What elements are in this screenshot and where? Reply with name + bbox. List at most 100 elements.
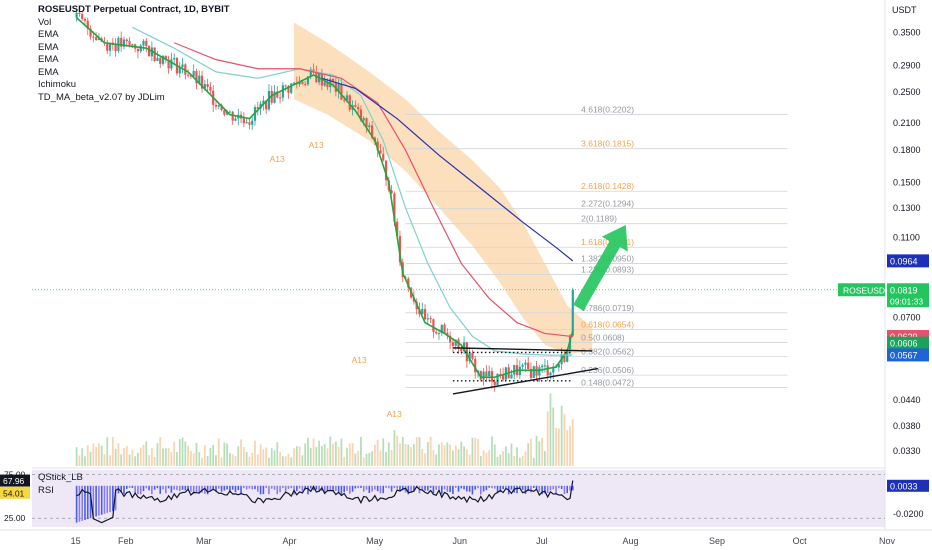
volume-bar [421, 448, 424, 466]
candle-body [206, 84, 209, 87]
price-tick-label: 0.1300 [893, 203, 921, 213]
volume-bar [321, 446, 323, 466]
legend-ema-1[interactable]: EMA [38, 29, 59, 40]
volume-bar [312, 438, 315, 466]
volume-bar [412, 444, 415, 466]
candle-body [304, 83, 307, 85]
trendline-1 [452, 347, 593, 352]
volume-bar [435, 454, 438, 466]
volume-bar [259, 444, 262, 466]
qstick-value-badge [0, 486, 30, 499]
candle-body [220, 105, 223, 111]
rsi-value-label: 67.96 [3, 476, 25, 486]
volume-bar [465, 449, 468, 466]
candle-body [200, 75, 204, 89]
price-badge [887, 336, 929, 350]
volume-bar [399, 443, 401, 466]
volume-bar [109, 455, 111, 466]
legend-ichimoku[interactable]: Ichimoku [38, 79, 77, 90]
volume-bar [95, 447, 98, 466]
candle-body [122, 39, 126, 47]
price-tick-label: 0.1500 [893, 177, 921, 187]
volume-bar [100, 445, 103, 466]
symbol-badge [838, 283, 885, 297]
volume-bar [139, 447, 142, 466]
volume-bar [170, 452, 173, 466]
candle-body [120, 37, 123, 47]
candle-body [278, 97, 282, 99]
candle-body [468, 352, 471, 362]
legend-qstick[interactable]: QStick_LB [38, 472, 83, 483]
volume-bar [323, 444, 326, 466]
volume-bar [106, 437, 109, 466]
qstick-right-label: 0.0033 [890, 481, 918, 491]
volume-bar [89, 451, 92, 466]
volume-bar [254, 440, 256, 466]
volume-bar [220, 457, 223, 466]
legend-td-ma[interactable]: TD_MA_beta_v2.07 by JDLim [38, 91, 165, 103]
candle-body [396, 221, 399, 237]
volume-bar [251, 452, 254, 466]
legend-ema-4[interactable]: EMA [38, 66, 59, 78]
candle-body [549, 372, 552, 376]
candle-body [223, 110, 226, 115]
volume-bar [231, 454, 234, 466]
candle-body [108, 42, 112, 51]
volume-bar [557, 428, 560, 466]
volume-bar [482, 450, 485, 466]
volume-bar [293, 448, 295, 466]
volume-bar [262, 449, 265, 466]
candle-body [242, 118, 245, 124]
volume-bar [488, 450, 491, 466]
volume-bar [382, 438, 385, 466]
candle-body [345, 95, 349, 101]
candle-body [393, 193, 396, 222]
volume-bar [452, 450, 454, 466]
volume-bar [142, 444, 145, 466]
candle-body [376, 141, 379, 151]
volume-bar [493, 444, 496, 466]
candle-body [145, 40, 148, 47]
legend-vol[interactable]: Vol [38, 16, 52, 28]
candle-body [423, 309, 427, 320]
legend-ema-2[interactable]: EMA [38, 41, 59, 53]
candle-body [306, 76, 310, 85]
volume-bar [256, 454, 259, 466]
volume-bar [81, 448, 84, 466]
candle-body [298, 81, 301, 85]
candle-body [449, 335, 452, 343]
candle-body [167, 59, 170, 69]
volume-bar [242, 447, 245, 466]
volume-bar [510, 443, 513, 466]
candle-body [284, 85, 287, 87]
candle-body [462, 342, 466, 352]
volume-bar [368, 452, 371, 466]
volume-bar [401, 436, 404, 466]
candle-body [543, 365, 547, 367]
candle-body [513, 365, 516, 375]
volume-bar [379, 450, 382, 466]
marker-a13: A13 [309, 140, 324, 150]
volume-bar [281, 456, 284, 466]
candle-body [187, 74, 190, 76]
volume-bar [415, 437, 418, 466]
volume-bar [270, 448, 273, 466]
volume-bar [491, 436, 493, 466]
time-tick-label: Sep [709, 536, 725, 546]
volume-bar [86, 445, 89, 466]
legend-ema-3[interactable]: EMA [38, 54, 59, 65]
volume-bar [153, 456, 156, 466]
candle-body [287, 85, 290, 93]
volume-bar [387, 442, 390, 466]
volume-bar [404, 443, 407, 466]
candle-body [217, 105, 220, 107]
candle-body [334, 81, 337, 92]
candle-body [178, 67, 181, 74]
qstick-right-badge [887, 479, 929, 492]
candle-body [114, 44, 117, 51]
candle-body [435, 331, 438, 334]
legend-rsi[interactable]: RSI [38, 485, 54, 496]
volume-bar [206, 456, 209, 466]
candle-body [173, 57, 176, 60]
